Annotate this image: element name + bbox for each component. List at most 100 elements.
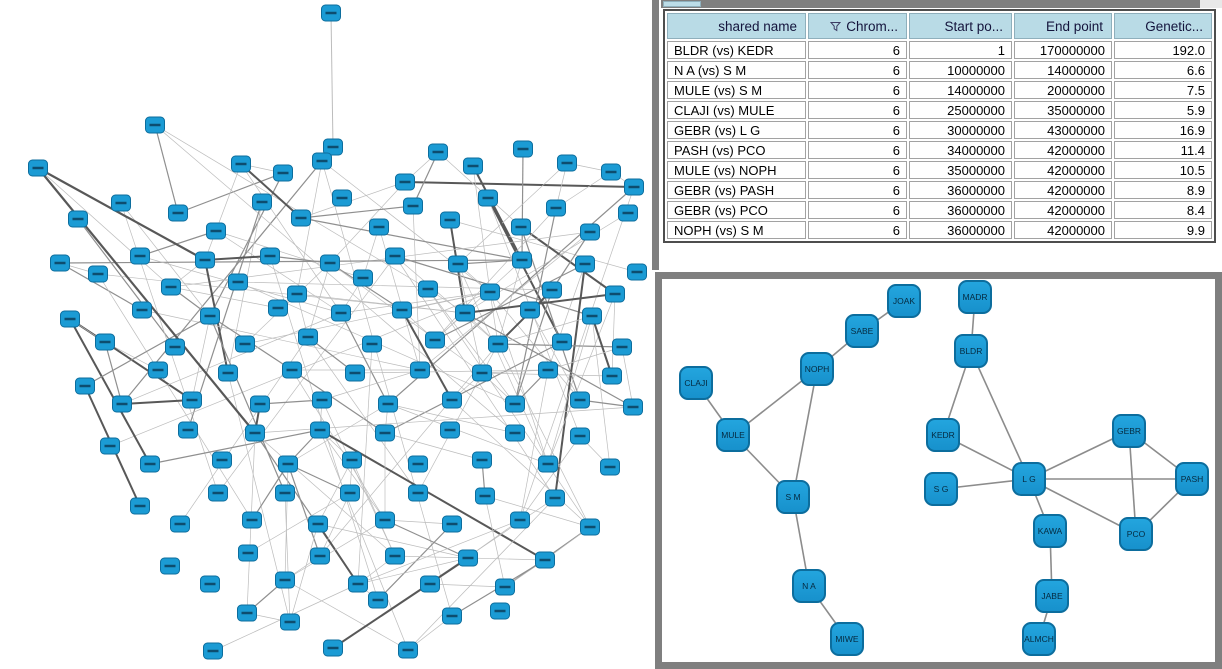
graph-node[interactable] bbox=[410, 361, 430, 379]
graph-node[interactable] bbox=[535, 551, 555, 569]
graph-node[interactable] bbox=[557, 154, 577, 172]
graph-node[interactable] bbox=[552, 333, 572, 351]
graph-node[interactable] bbox=[160, 557, 180, 575]
graph-node[interactable] bbox=[362, 335, 382, 353]
graph-node[interactable] bbox=[68, 210, 88, 228]
graph-node[interactable] bbox=[510, 511, 530, 529]
graph-node[interactable] bbox=[582, 307, 602, 325]
graph-node[interactable] bbox=[575, 255, 595, 273]
graph-node[interactable] bbox=[440, 211, 460, 229]
graph-node[interactable] bbox=[403, 197, 423, 215]
graph-node[interactable] bbox=[513, 140, 533, 158]
graph-node[interactable] bbox=[440, 421, 460, 439]
graph-node[interactable] bbox=[245, 424, 265, 442]
graph-node[interactable] bbox=[624, 178, 644, 196]
network-node-jabe[interactable]: JABE bbox=[1035, 579, 1069, 613]
graph-node[interactable] bbox=[208, 484, 228, 502]
graph-node[interactable] bbox=[478, 189, 498, 207]
network-node-sabe[interactable]: SABE bbox=[845, 314, 879, 348]
network-node-madr[interactable]: MADR bbox=[958, 280, 992, 314]
graph-node[interactable] bbox=[218, 364, 238, 382]
graph-node[interactable] bbox=[312, 391, 332, 409]
graph-node[interactable] bbox=[368, 591, 388, 609]
graph-node[interactable] bbox=[332, 189, 352, 207]
graph-node[interactable] bbox=[545, 489, 565, 507]
graph-node[interactable] bbox=[273, 164, 293, 182]
graph-node[interactable] bbox=[448, 255, 468, 273]
graph-node[interactable] bbox=[455, 304, 475, 322]
graph-node[interactable] bbox=[280, 613, 300, 631]
table-row[interactable]: BLDR (vs) KEDR 6 1 170000000 192.0 bbox=[667, 41, 1212, 59]
graph-node[interactable] bbox=[442, 515, 462, 533]
graph-node[interactable] bbox=[275, 571, 295, 589]
graph-node[interactable] bbox=[250, 395, 270, 413]
graph-node[interactable] bbox=[375, 511, 395, 529]
main-network-view[interactable] bbox=[0, 0, 652, 669]
table-row[interactable]: GEBR (vs) PASH 6 36000000 42000000 8.9 bbox=[667, 181, 1212, 199]
graph-node[interactable] bbox=[287, 285, 307, 303]
graph-node[interactable] bbox=[418, 280, 438, 298]
graph-node[interactable] bbox=[130, 497, 150, 515]
table-row[interactable]: GEBR (vs) PCO 6 36000000 42000000 8.4 bbox=[667, 201, 1212, 219]
network-node-gebr[interactable]: GEBR bbox=[1112, 414, 1146, 448]
graph-node[interactable] bbox=[100, 437, 120, 455]
network-node-almch[interactable]: ALMCH bbox=[1022, 622, 1056, 656]
graph-node[interactable] bbox=[28, 159, 48, 177]
network-node-kawa[interactable]: KAWA bbox=[1033, 514, 1067, 548]
graph-node[interactable] bbox=[395, 173, 415, 191]
column-header-end-point[interactable]: End point bbox=[1014, 13, 1112, 39]
graph-node[interactable] bbox=[570, 391, 590, 409]
graph-node[interactable] bbox=[570, 427, 590, 445]
graph-node[interactable] bbox=[546, 199, 566, 217]
graph-node[interactable] bbox=[520, 301, 540, 319]
graph-node[interactable] bbox=[375, 424, 395, 442]
graph-node[interactable] bbox=[442, 391, 462, 409]
graph-node[interactable] bbox=[260, 247, 280, 265]
graph-node[interactable] bbox=[252, 193, 272, 211]
graph-node[interactable] bbox=[490, 602, 510, 620]
graph-node[interactable] bbox=[348, 575, 368, 593]
graph-node[interactable] bbox=[242, 511, 262, 529]
network-node-joak[interactable]: JOAK bbox=[887, 284, 921, 318]
graph-node[interactable] bbox=[385, 547, 405, 565]
graph-node[interactable] bbox=[505, 424, 525, 442]
graph-node[interactable] bbox=[580, 223, 600, 241]
graph-node[interactable] bbox=[312, 152, 332, 170]
table-row[interactable]: N A (vs) S M 6 10000000 14000000 6.6 bbox=[667, 61, 1212, 79]
graph-node[interactable] bbox=[542, 281, 562, 299]
graph-node[interactable] bbox=[235, 335, 255, 353]
graph-node[interactable] bbox=[398, 641, 418, 659]
graph-node[interactable] bbox=[165, 338, 185, 356]
graph-node[interactable] bbox=[323, 138, 343, 156]
network-node-s-g[interactable]: S G bbox=[924, 472, 958, 506]
graph-node[interactable] bbox=[511, 218, 531, 236]
network-node-n-a[interactable]: N A bbox=[792, 569, 826, 603]
table-row[interactable]: MULE (vs) S M 6 14000000 20000000 7.5 bbox=[667, 81, 1212, 99]
column-header-shared-name[interactable]: shared name bbox=[667, 13, 806, 39]
graph-node[interactable] bbox=[95, 333, 115, 351]
horizontal-scrollbar[interactable] bbox=[661, 0, 1200, 8]
graph-node[interactable] bbox=[170, 515, 190, 533]
network-node-pco[interactable]: PCO bbox=[1119, 517, 1153, 551]
graph-node[interactable] bbox=[130, 247, 150, 265]
graph-node[interactable] bbox=[231, 155, 251, 173]
graph-node[interactable] bbox=[331, 304, 351, 322]
graph-node[interactable] bbox=[195, 251, 215, 269]
column-header-chrom-[interactable]: Chrom... bbox=[808, 13, 907, 39]
graph-node[interactable] bbox=[228, 273, 248, 291]
graph-node[interactable] bbox=[623, 398, 643, 416]
graph-node[interactable] bbox=[291, 209, 311, 227]
graph-node[interactable] bbox=[442, 607, 462, 625]
graph-node[interactable] bbox=[340, 484, 360, 502]
graph-node[interactable] bbox=[345, 364, 365, 382]
graph-node[interactable] bbox=[505, 395, 525, 413]
graph-node[interactable] bbox=[60, 310, 80, 328]
graph-node[interactable] bbox=[627, 263, 647, 281]
graph-node[interactable] bbox=[612, 338, 632, 356]
graph-node[interactable] bbox=[50, 254, 70, 272]
graph-node[interactable] bbox=[342, 451, 362, 469]
graph-node[interactable] bbox=[538, 361, 558, 379]
graph-node[interactable] bbox=[282, 361, 302, 379]
graph-node[interactable] bbox=[238, 544, 258, 562]
graph-node[interactable] bbox=[323, 639, 343, 657]
